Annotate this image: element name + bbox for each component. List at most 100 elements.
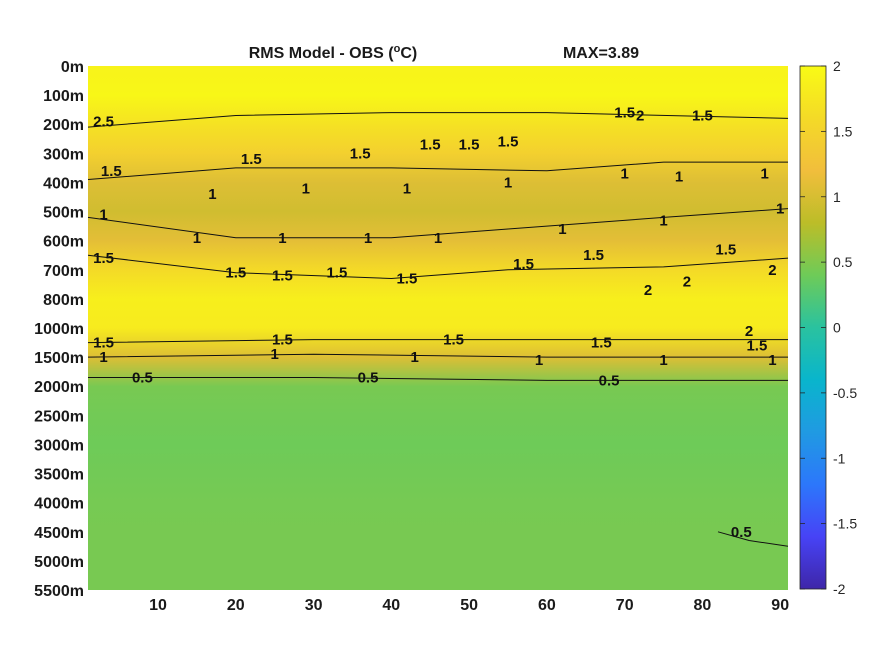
contour-label: 2 <box>636 108 644 125</box>
x-tick-label: 70 <box>616 597 634 614</box>
heatmap-band <box>88 66 788 96</box>
heatmap-band <box>88 473 788 504</box>
contour-label: 2.5 <box>93 113 114 130</box>
heatmap-band <box>88 182 788 213</box>
contour-label: 1.5 <box>715 241 736 258</box>
contour-line <box>88 377 788 381</box>
contour-label: 1.5 <box>746 338 767 355</box>
colorbar-tick-label: 2 <box>833 58 841 74</box>
contour-label: 1 <box>659 352 667 369</box>
contour-label: 1.5 <box>614 105 635 122</box>
contour-label: 2 <box>768 262 776 279</box>
contour-label: 1 <box>535 352 543 369</box>
y-tick-label: 2500m <box>34 408 84 425</box>
colorbar-tick-label: -1.5 <box>833 516 857 532</box>
heatmap-band <box>88 357 788 387</box>
x-tick-label: 60 <box>538 597 556 614</box>
contour-line <box>88 161 788 180</box>
contour-label: 0.5 <box>731 524 752 541</box>
colorbar-tick-label: -1 <box>833 450 846 466</box>
contour-label: 2 <box>745 323 753 340</box>
chart-title-prefix: RMS Model - OBS ( <box>249 45 395 62</box>
x-tick-label: 10 <box>149 597 167 614</box>
contour-label: 1 <box>364 230 372 247</box>
contour-line <box>88 353 788 358</box>
contour-label: 0.5 <box>358 370 379 387</box>
y-tick-label: 5000m <box>34 554 84 571</box>
colorbar-tick-label: 1 <box>833 189 841 205</box>
contour-label: 1 <box>504 174 512 191</box>
contour-label: 1 <box>776 201 784 218</box>
contour-label: 0.5 <box>132 370 153 387</box>
contour-label: 1.5 <box>326 265 347 282</box>
heatmap-band <box>88 240 788 271</box>
colorbar-tick-label: 1.5 <box>833 123 853 139</box>
heatmap-band <box>88 298 788 329</box>
contour-label: 1 <box>434 230 442 247</box>
y-tick-label: 200m <box>43 117 84 134</box>
heatmap-band <box>88 415 788 445</box>
contour-label: 1.5 <box>692 108 713 125</box>
contour-label: 1.5 <box>443 332 464 349</box>
heatmap-band <box>88 444 788 475</box>
contour-label: 1 <box>302 180 310 197</box>
contour-label: 1.5 <box>241 151 262 168</box>
heatmap-band <box>88 124 788 154</box>
contour-label: 1.5 <box>93 250 114 267</box>
contour-label: 1 <box>621 166 629 183</box>
colorbar-ticks: 2 1.5 1 0.5 0 -0.5 -1 -1.5 -2 <box>800 58 857 597</box>
contour-label: 1 <box>99 349 107 366</box>
x-tick-label: 90 <box>771 597 789 614</box>
y-tick-label: 700m <box>43 263 84 280</box>
contour-label: 1.5 <box>272 332 293 349</box>
y-tick-label: 4500m <box>34 525 84 542</box>
contour-label: 1 <box>403 180 411 197</box>
contour-label: 1 <box>659 212 667 229</box>
contour-label: 1 <box>558 221 566 238</box>
x-tick-label: 30 <box>305 597 323 614</box>
y-tick-label: 600m <box>43 234 84 251</box>
contour-label: 1 <box>675 169 683 186</box>
contour-label: 1.5 <box>93 335 114 352</box>
contour-label: 1.5 <box>272 268 293 285</box>
plot-area: 2.5 21.51.5 1.51.5 1.5 1.51.5 1.51 1 1 11 1 111 1 1 1… <box>88 66 788 590</box>
contour-label: 1 <box>768 352 776 369</box>
contour-label: 1 <box>193 230 201 247</box>
contour-label: 1.5 <box>101 163 122 180</box>
y-tick-label: 3500m <box>34 467 84 484</box>
contour-lines <box>88 112 788 547</box>
heatmap-band <box>88 95 788 125</box>
x-axis-ticks: 10 20 30 40 50 60 70 80 90 <box>149 597 789 614</box>
y-tick-label: 1500m <box>34 350 84 367</box>
contour-labels: 2.5 21.51.5 1.51.5 1.5 1.51.5 1.51 1 1 11 1 111 1 1 1… <box>93 105 784 541</box>
colorbar-tick-label: -2 <box>833 581 846 597</box>
contour-label: 1 <box>761 166 769 183</box>
contour-label: 1 <box>278 230 286 247</box>
contour-label: 2 <box>644 282 652 299</box>
contour-label: 1 <box>411 349 419 366</box>
y-tick-label: 100m <box>43 88 84 105</box>
chart-title-suffix: C) <box>400 45 417 62</box>
contour-label: 1.5 <box>420 137 441 154</box>
heatmap-bands <box>88 66 788 590</box>
contour-label: 1 <box>99 207 107 224</box>
colorbar-tick-label: -0.5 <box>833 385 857 401</box>
x-tick-label: 50 <box>460 597 478 614</box>
x-tick-label: 40 <box>382 597 400 614</box>
contour-label: 1 <box>271 346 279 363</box>
y-tick-label: 300m <box>43 146 84 163</box>
y-tick-label: 400m <box>43 175 84 192</box>
colorbar-tick-label: 0.5 <box>833 254 853 270</box>
x-tick-label: 20 <box>227 597 245 614</box>
y-tick-label: 800m <box>43 292 84 309</box>
y-axis-ticks: 0m 100m 200m 300m 400m 500m 600m 700m 800m 1000m 1… <box>34 59 84 600</box>
heatmap-band <box>88 328 788 358</box>
contour-label: 0.5 <box>599 372 620 389</box>
x-tick-label: 80 <box>694 597 712 614</box>
contour-line <box>717 531 788 547</box>
heatmap-band <box>88 386 788 416</box>
y-tick-label: 3000m <box>34 437 84 454</box>
contour-label: 1 <box>208 186 216 203</box>
contour-line <box>88 112 788 128</box>
contour-label: 1.5 <box>513 256 534 273</box>
